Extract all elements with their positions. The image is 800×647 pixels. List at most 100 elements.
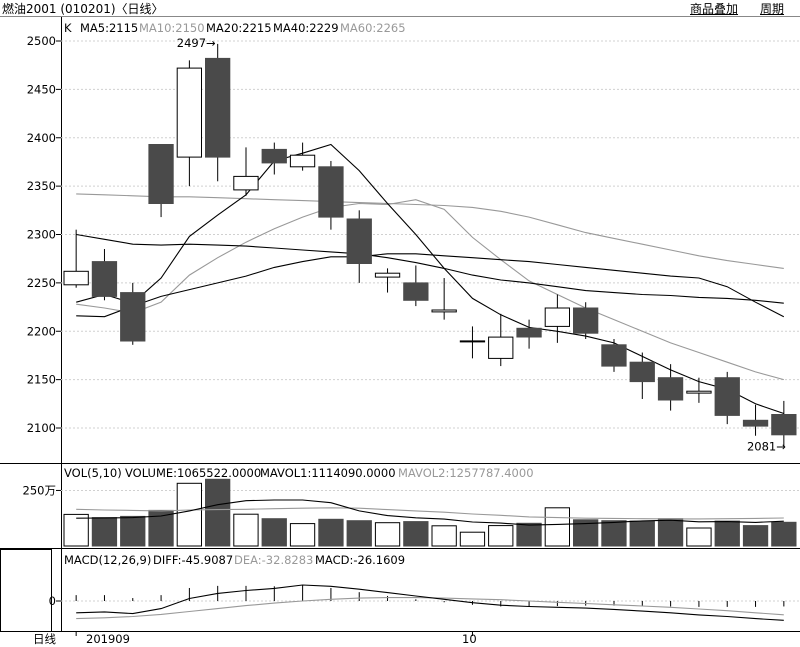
candle-body-down	[516, 327, 542, 338]
candlestick	[91, 249, 118, 301]
candle-body-down	[742, 419, 769, 427]
price-tick-label: 2450	[27, 82, 56, 96]
dea-value: DEA:-32.8283	[234, 553, 314, 567]
candle-body-down	[120, 292, 146, 342]
candlestick	[346, 210, 372, 283]
diff-line	[76, 584, 784, 621]
candle-body-up	[63, 270, 89, 286]
volume-bar	[714, 520, 740, 547]
volume-bar	[176, 482, 202, 547]
volume-value: VOLUME:1065522.0000	[125, 466, 262, 480]
candle-body-down	[657, 377, 684, 401]
volume-bar	[205, 478, 231, 547]
price-tick-label: 2300	[27, 228, 56, 242]
volume-bar	[516, 522, 542, 547]
price-tick-label: 2350	[27, 179, 56, 193]
chart-frames	[0, 16, 800, 632]
volume-bar	[601, 520, 627, 547]
mavol1-value: MAVOL1:1114090.0000	[260, 466, 396, 480]
candle-body-down	[714, 377, 740, 416]
candle-body-up	[289, 154, 316, 168]
volume-bar	[431, 525, 457, 547]
volume-bar	[771, 521, 797, 547]
macd-tick-label: 0	[49, 594, 56, 608]
volume-bar	[120, 515, 146, 547]
period-label: 日线	[33, 632, 56, 646]
moving-average-lines	[76, 143, 785, 415]
volume-bar	[374, 522, 401, 547]
candlestick	[318, 160, 344, 230]
volume-bar	[459, 531, 486, 547]
candlestick	[148, 144, 174, 218]
price-tick-label: 2400	[27, 131, 56, 145]
volume-bars	[63, 478, 797, 547]
candlestick	[261, 142, 287, 175]
candle-body-up	[488, 336, 514, 359]
candlestick	[742, 404, 769, 436]
candle-body-down	[205, 57, 231, 158]
candle-body-down	[771, 414, 797, 436]
candle-body-up	[431, 309, 457, 313]
period-button[interactable]: 周期	[760, 2, 785, 16]
price-tick-label: 2500	[27, 34, 56, 48]
low-price-marker: 2081→	[747, 439, 786, 453]
candle-body-down	[318, 166, 344, 218]
candlesticks	[63, 43, 797, 447]
candlestick	[544, 294, 571, 343]
date-mid-label: 10	[462, 632, 477, 646]
candlestick	[771, 400, 797, 447]
price-axis: 2100 2150 2200 2250 2300 2350 2400 2450 2500 250万…	[23, 34, 473, 636]
k-label: K	[64, 21, 72, 35]
candle-body-up	[374, 272, 401, 278]
mavol2-value: MAVOL2:1257787.4000	[398, 466, 534, 480]
ma20-value: MA20:2215	[206, 21, 272, 35]
candlestick	[431, 278, 457, 320]
volume-bar	[742, 525, 769, 547]
volume-bar	[91, 517, 118, 547]
candlestick	[573, 302, 599, 339]
volume-bar	[488, 525, 514, 547]
candlestick	[176, 60, 202, 187]
volume-bar	[233, 513, 259, 547]
volume-tick-label: 250万	[23, 483, 56, 497]
ma20-line	[76, 253, 785, 318]
volume-bar	[403, 521, 429, 547]
volume-bar	[346, 520, 372, 547]
candle-body-up	[459, 340, 486, 343]
volume-bar	[657, 518, 684, 547]
diff-value: DIFF:-45.9087	[153, 553, 234, 567]
price-tick-label: 2200	[27, 324, 56, 338]
candlestick	[714, 371, 740, 425]
ma40-line	[76, 233, 784, 304]
candle-body-down	[629, 361, 655, 383]
grid-lines	[61, 40, 800, 602]
page-title: 燃油2001 (010201)〈日线〉	[2, 2, 164, 16]
ma40-value: MA40:2229	[273, 21, 339, 35]
candlestick	[233, 147, 259, 196]
candlestick	[686, 377, 712, 403]
candlestick	[63, 229, 89, 288]
candle-body-up	[544, 307, 571, 327]
volume-bar	[261, 518, 287, 547]
volume-bar	[289, 523, 316, 547]
volume-bar	[63, 513, 89, 547]
high-price-marker: 2497→	[177, 36, 216, 50]
candlestick	[459, 326, 486, 359]
overlay-button[interactable]: 商品叠加	[690, 2, 739, 16]
candlestick	[516, 319, 542, 349]
price-tick-label: 2150	[27, 373, 56, 387]
candlestick	[629, 352, 655, 399]
candlestick	[120, 282, 146, 345]
candlestick	[488, 313, 514, 367]
macd-histogram	[75, 584, 785, 621]
candlestick	[601, 338, 627, 372]
mavol1-line	[76, 499, 784, 526]
candle-body-down	[148, 144, 174, 204]
candle-body-down	[346, 218, 372, 264]
candlestick	[374, 268, 401, 293]
candle-body-up	[686, 390, 712, 394]
volume-bar	[544, 507, 571, 547]
ma5-value: MA5:2115	[80, 21, 139, 35]
macd-label: MACD(12,26,9)	[64, 553, 152, 567]
